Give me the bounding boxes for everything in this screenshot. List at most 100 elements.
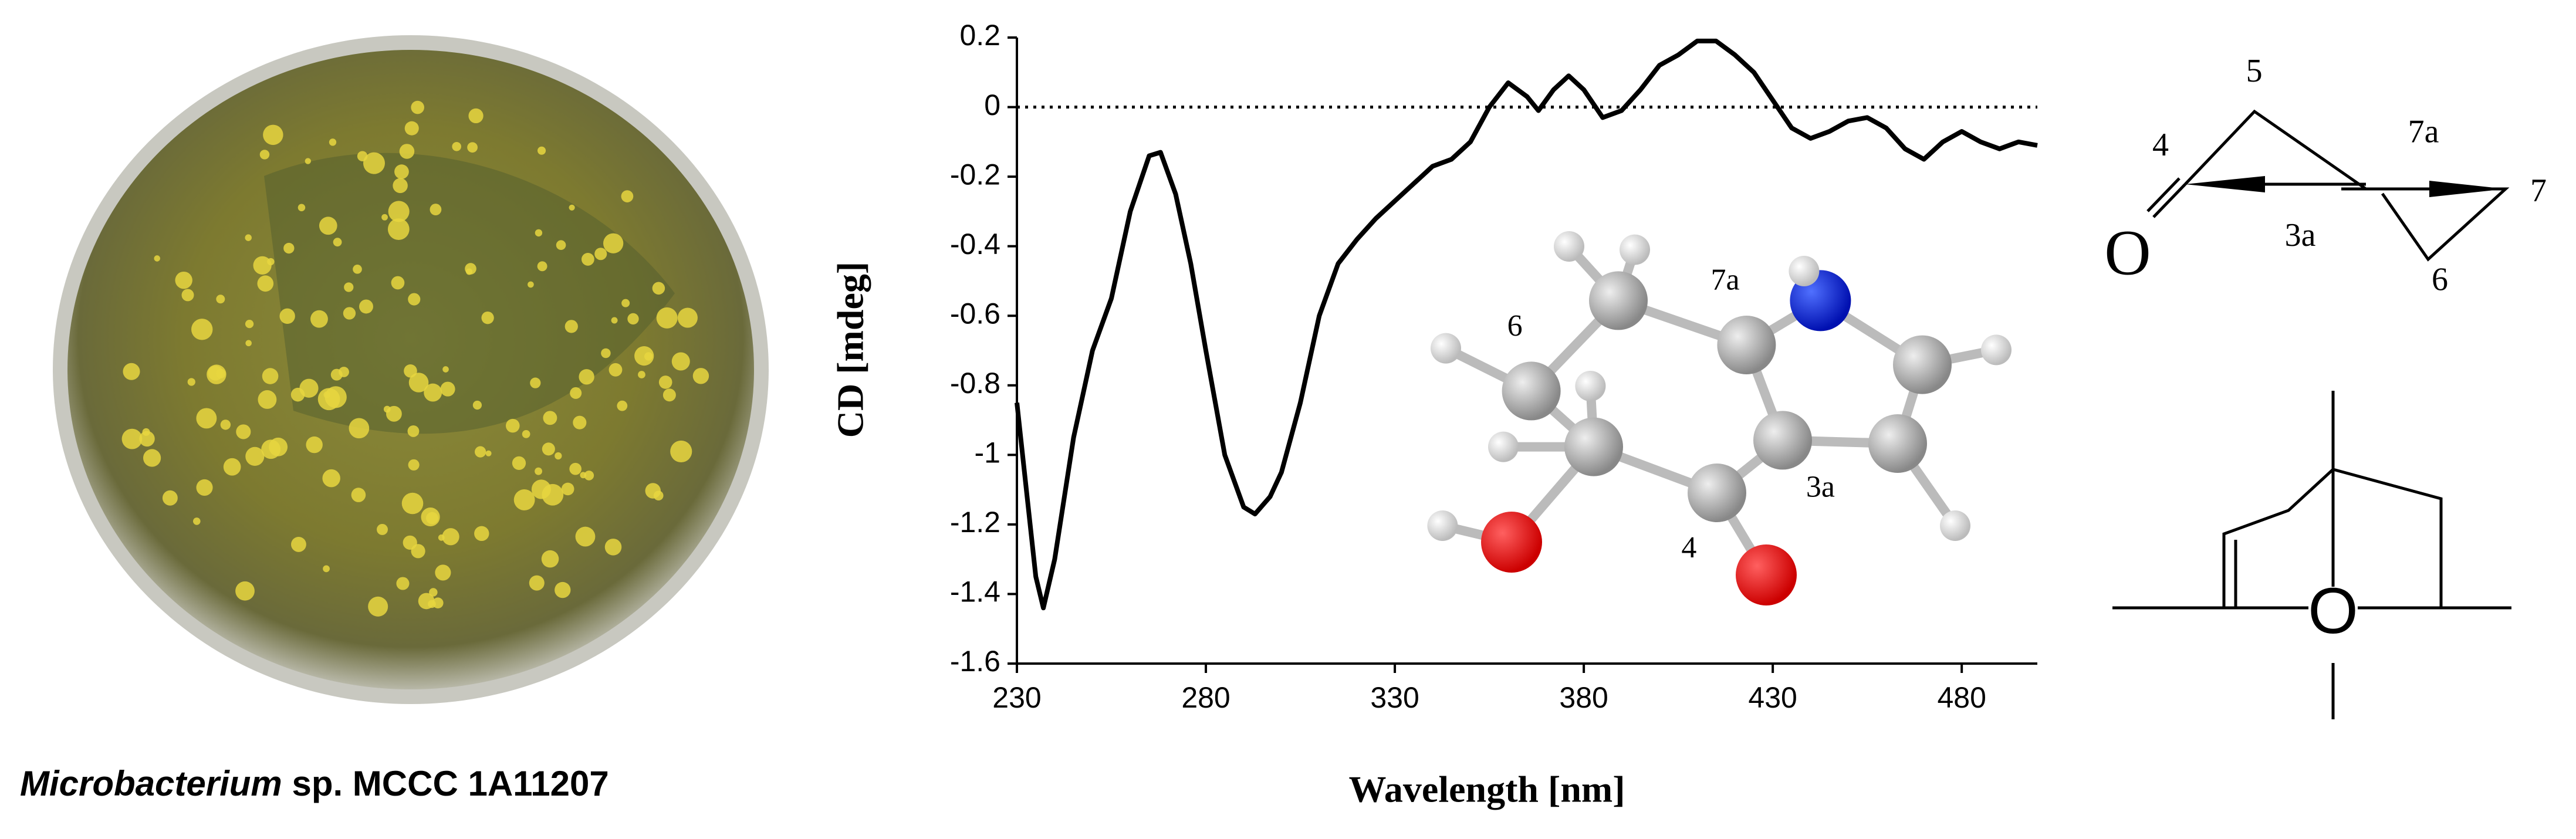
caption-italic: Microbacterium [20, 764, 282, 803]
colony [139, 431, 155, 447]
colony [555, 452, 562, 460]
atom [1620, 234, 1650, 265]
atom-label: 7a [1710, 263, 1739, 297]
colony [399, 144, 415, 159]
colony [259, 150, 270, 160]
colony [541, 550, 559, 568]
colony [191, 319, 213, 340]
x-axis-title: Wavelength [nm] [1348, 769, 1625, 810]
colony [394, 164, 409, 180]
colony [542, 442, 555, 456]
colony [584, 471, 594, 481]
colony [258, 390, 277, 409]
bottom-diagram [2112, 391, 2511, 719]
colony [440, 381, 455, 397]
colony [223, 458, 241, 476]
colony [594, 248, 607, 261]
y-tick-label: -0.4 [950, 228, 1000, 261]
y-tick-label: -0.6 [950, 297, 1000, 330]
colony [330, 368, 343, 381]
y-tick-label: -1.6 [950, 645, 1000, 678]
y-tick-label: -1.2 [950, 506, 1000, 539]
colony [262, 368, 279, 384]
colony [621, 190, 634, 202]
colony [579, 369, 594, 385]
colony [404, 121, 419, 136]
x-tick-label: 430 [1748, 681, 1797, 714]
colony [634, 346, 654, 366]
colony [245, 319, 254, 329]
colony [291, 536, 306, 552]
colony [381, 214, 388, 221]
colony [236, 424, 251, 439]
colony [604, 539, 622, 556]
colony [344, 282, 354, 292]
atom [1427, 510, 1458, 541]
colony [408, 459, 420, 471]
colony [426, 512, 438, 525]
atom [1688, 464, 1746, 522]
colony [537, 261, 547, 272]
colony [162, 490, 178, 506]
colony [513, 489, 535, 510]
colony [692, 368, 709, 384]
colony [154, 255, 160, 262]
atom [1893, 335, 1952, 394]
colony [175, 271, 192, 289]
colony [305, 158, 311, 164]
colony [353, 265, 362, 274]
colony [424, 383, 442, 402]
molecule-model: 6 7a 3a 4 [1427, 231, 2012, 605]
colony [279, 308, 295, 324]
atom [1488, 431, 1519, 462]
atom [1940, 510, 1970, 541]
colony [670, 440, 692, 463]
colony [359, 299, 373, 314]
colony [404, 364, 417, 378]
colony [196, 408, 217, 429]
colony [343, 307, 356, 320]
colony [263, 124, 283, 146]
colony [671, 352, 690, 371]
colony [442, 366, 449, 373]
atom [1753, 411, 1812, 470]
colony [290, 387, 305, 402]
diagram-label: 6 [2432, 261, 2448, 297]
colony [581, 253, 594, 266]
colony [452, 141, 462, 151]
colony [333, 238, 342, 247]
atom [1575, 371, 1606, 401]
cd-line [1015, 38, 2038, 611]
colony [383, 405, 391, 413]
colony [253, 256, 272, 275]
atom [1717, 316, 1776, 374]
colony [216, 295, 225, 304]
colony [468, 108, 484, 124]
colony [245, 234, 252, 241]
diagram-label: O [2308, 575, 2358, 647]
colony [121, 428, 143, 449]
colony [638, 371, 645, 378]
colony [621, 299, 630, 307]
colony [368, 596, 388, 617]
atom [1981, 334, 2012, 366]
atom [1564, 417, 1623, 476]
colony [535, 229, 543, 237]
colony [387, 218, 410, 241]
colony [475, 446, 486, 458]
colony [261, 439, 281, 459]
colony [192, 517, 201, 525]
colony [555, 581, 571, 598]
colony [570, 387, 582, 399]
y-tick-label: 0 [984, 89, 1000, 121]
colony [401, 492, 424, 515]
colony [617, 400, 628, 411]
diagram-label: O [2104, 217, 2151, 289]
y-axis-title: CD [mdeg] [830, 262, 871, 438]
colony [627, 313, 639, 325]
colony [123, 363, 140, 380]
y-tick-label: 0.2 [959, 19, 1000, 52]
atom [1736, 544, 1797, 605]
atom-label: 4 [1681, 531, 1696, 564]
